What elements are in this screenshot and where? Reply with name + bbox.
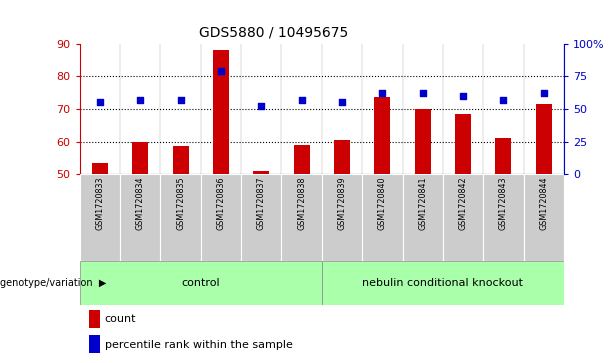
Point bbox=[176, 97, 186, 103]
Bar bbox=[375, 98, 390, 174]
Bar bbox=[536, 104, 552, 174]
Text: GSM1720839: GSM1720839 bbox=[338, 177, 346, 231]
Point bbox=[418, 90, 428, 96]
Point bbox=[498, 97, 508, 103]
Bar bbox=[495, 138, 511, 174]
Point bbox=[297, 97, 306, 103]
Bar bbox=[92, 163, 108, 174]
Text: GSM1720833: GSM1720833 bbox=[96, 177, 104, 231]
Bar bbox=[89, 335, 100, 353]
Point bbox=[95, 99, 105, 105]
Bar bbox=[362, 174, 403, 261]
Text: control: control bbox=[181, 278, 220, 288]
Point bbox=[539, 90, 549, 96]
Bar bbox=[253, 171, 269, 174]
Bar bbox=[213, 50, 229, 174]
Bar bbox=[414, 109, 431, 174]
Text: GDS5880 / 10495675: GDS5880 / 10495675 bbox=[199, 26, 348, 40]
Text: GSM1720837: GSM1720837 bbox=[257, 177, 266, 231]
Text: GSM1720838: GSM1720838 bbox=[297, 177, 306, 231]
Point bbox=[458, 93, 468, 99]
Bar bbox=[80, 174, 120, 261]
Bar bbox=[334, 140, 350, 174]
Bar bbox=[120, 174, 161, 261]
Text: GSM1720842: GSM1720842 bbox=[459, 177, 468, 231]
Point bbox=[135, 97, 145, 103]
Text: GSM1720843: GSM1720843 bbox=[499, 177, 508, 231]
Bar bbox=[294, 145, 310, 174]
Text: GSM1720841: GSM1720841 bbox=[418, 177, 427, 231]
Bar bbox=[483, 174, 524, 261]
Bar bbox=[89, 310, 100, 328]
Bar bbox=[161, 174, 201, 261]
Bar bbox=[524, 174, 564, 261]
Point bbox=[378, 90, 387, 96]
Bar bbox=[132, 142, 148, 174]
Text: GSM1720836: GSM1720836 bbox=[216, 177, 226, 231]
Bar bbox=[281, 174, 322, 261]
Text: percentile rank within the sample: percentile rank within the sample bbox=[105, 339, 293, 350]
Point bbox=[256, 103, 266, 109]
Bar bbox=[322, 174, 362, 261]
Text: count: count bbox=[105, 314, 136, 324]
Bar bbox=[455, 114, 471, 174]
Text: GSM1720834: GSM1720834 bbox=[135, 177, 145, 231]
Point bbox=[216, 68, 226, 74]
Text: nebulin conditional knockout: nebulin conditional knockout bbox=[362, 278, 524, 288]
Bar bbox=[322, 261, 564, 305]
Bar bbox=[241, 174, 281, 261]
Bar bbox=[172, 146, 189, 174]
Text: GSM1720844: GSM1720844 bbox=[539, 177, 548, 231]
Bar bbox=[80, 261, 322, 305]
Bar bbox=[201, 174, 241, 261]
Text: GSM1720835: GSM1720835 bbox=[176, 177, 185, 231]
Text: GSM1720840: GSM1720840 bbox=[378, 177, 387, 231]
Bar bbox=[443, 174, 483, 261]
Text: genotype/variation  ▶: genotype/variation ▶ bbox=[0, 278, 107, 288]
Bar bbox=[403, 174, 443, 261]
Point bbox=[337, 99, 347, 105]
